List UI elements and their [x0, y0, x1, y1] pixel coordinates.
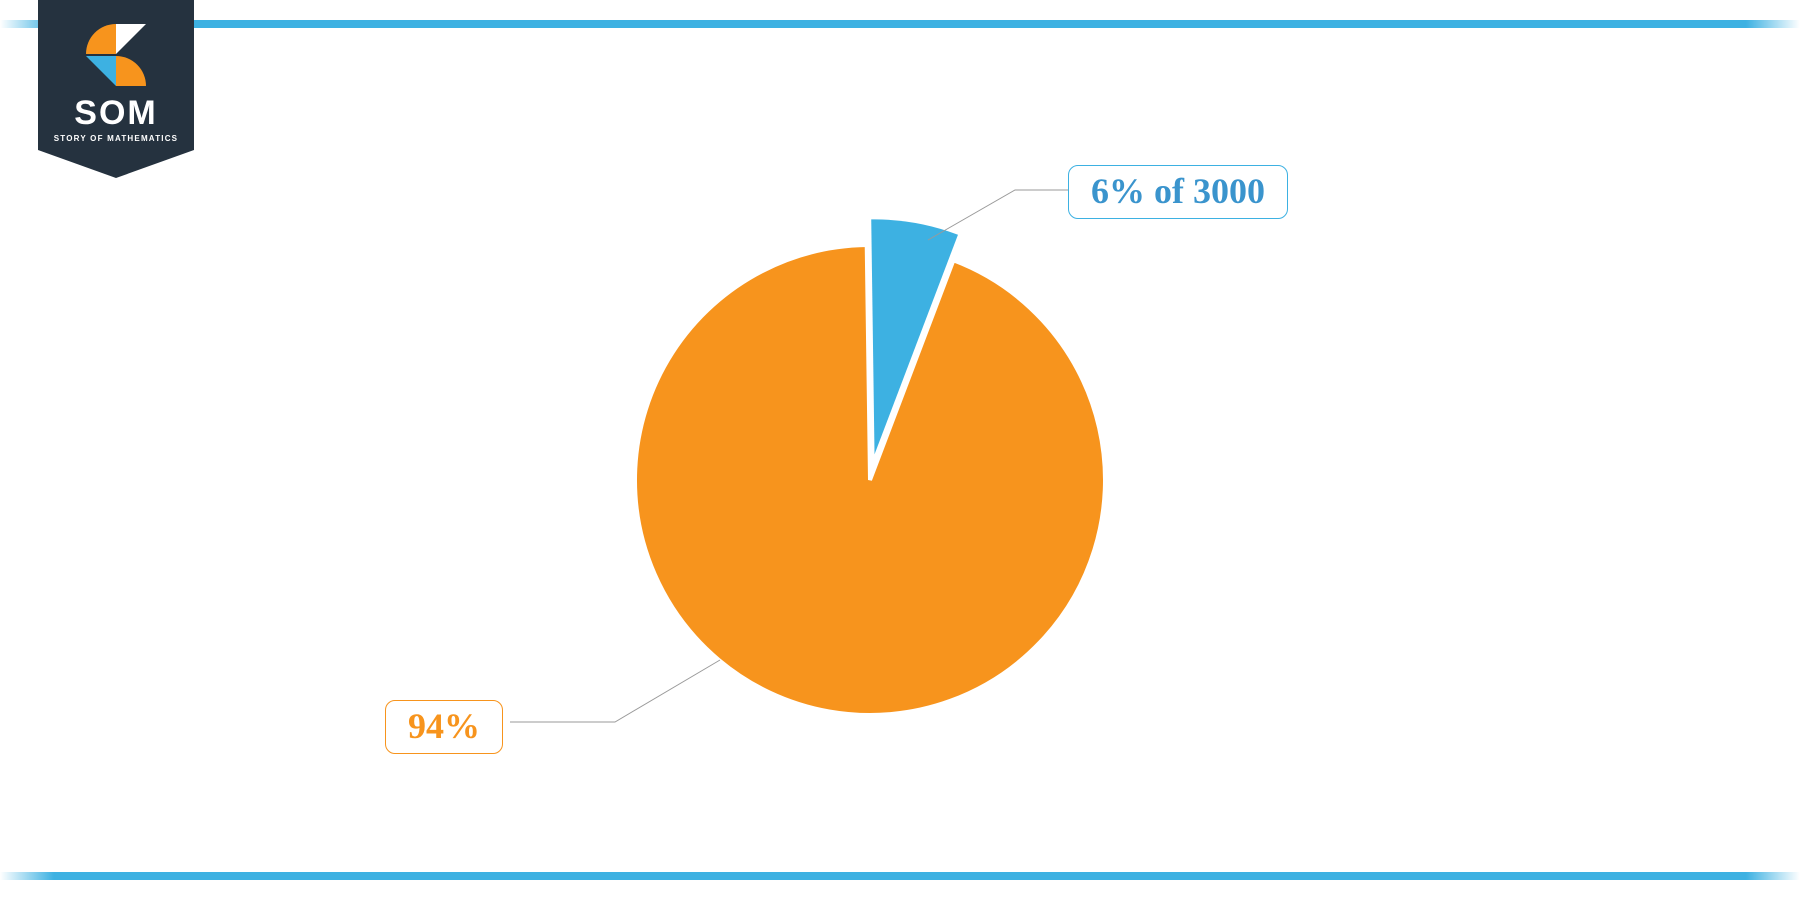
pie-chart [0, 0, 1800, 900]
callout-main: 94% [385, 700, 503, 754]
brand-subtitle: STORY OF MATHEMATICS [38, 134, 194, 143]
pie-slice-main [635, 245, 1105, 715]
brand-badge: SOM STORY OF MATHEMATICS [38, 0, 194, 175]
callout-text-highlight: 6% of 3000 [1091, 171, 1265, 211]
badge-pennant-icon [38, 0, 194, 180]
callout-text-main: 94% [408, 706, 480, 746]
leader-line-main [510, 660, 720, 722]
infographic-frame: SOM STORY OF MATHEMATICS 94% 6% of 3000 [0, 0, 1800, 900]
badge-text-block: SOM STORY OF MATHEMATICS [38, 96, 194, 143]
brand-title: SOM [38, 96, 194, 130]
callout-highlight: 6% of 3000 [1068, 165, 1288, 219]
